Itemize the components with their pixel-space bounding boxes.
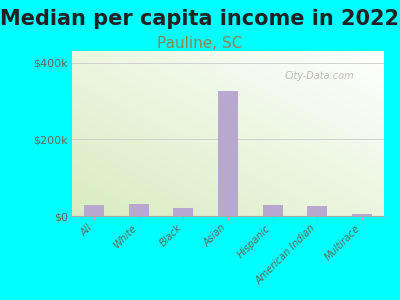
Text: Pauline, SC: Pauline, SC [157,36,243,51]
Text: City-Data.com: City-Data.com [284,71,354,81]
Bar [218,91,238,216]
Bar [129,205,149,216]
Text: Median per capita income in 2022: Median per capita income in 2022 [0,9,400,29]
Bar [173,208,194,216]
Bar [84,205,104,216]
Bar [307,206,327,216]
Bar [262,205,282,216]
Bar [352,214,372,216]
